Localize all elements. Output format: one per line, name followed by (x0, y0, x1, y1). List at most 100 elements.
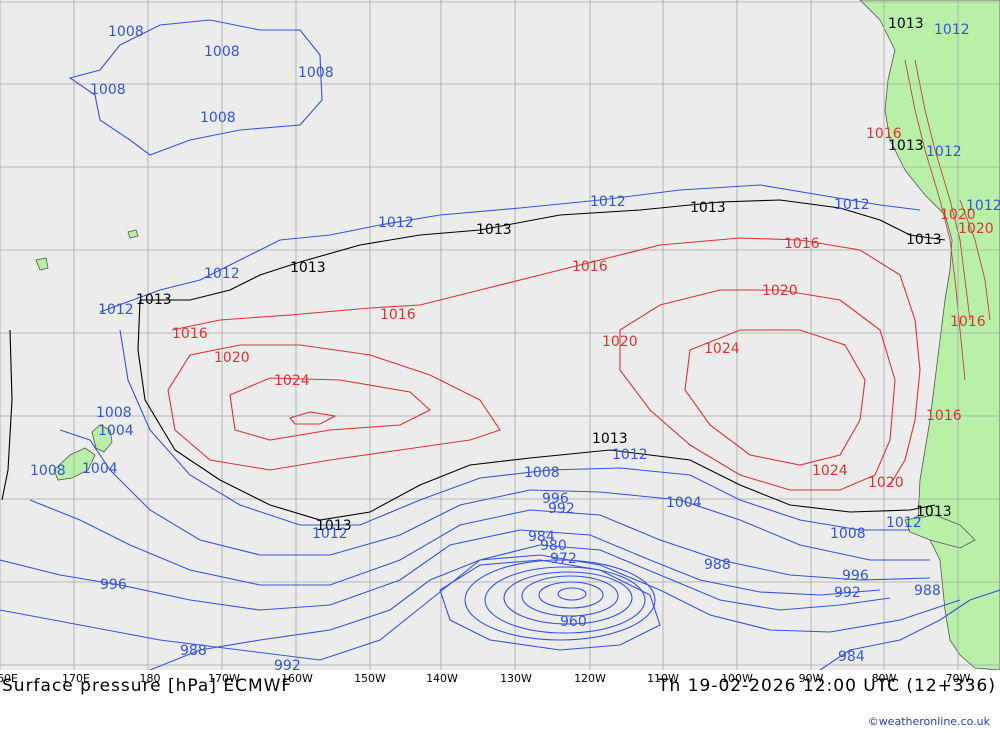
isobar-labels: 1008 1008 1008 1008 1008 1012 1012 1012 … (30, 16, 1000, 670)
label: 1016 (380, 307, 416, 323)
isobar-976 (484, 566, 646, 634)
lon-label: 110W (647, 672, 679, 685)
label: 1016 (866, 126, 902, 142)
isobar-1013-north (140, 199, 946, 301)
isobar-1024-center (289, 411, 337, 425)
new-zealand-north-island (91, 424, 113, 453)
isobar-992 (0, 544, 891, 661)
label: 1008 (96, 405, 132, 421)
lon-label: 160W (281, 672, 313, 685)
label: 1020 (602, 334, 638, 350)
isobar-984 (439, 559, 661, 651)
label: 1004 (666, 495, 702, 511)
isobar-968 (521, 575, 619, 617)
label: 1013 (888, 16, 924, 32)
south-america-landmass (859, 0, 1000, 670)
label: 1020 (214, 350, 250, 366)
isobar-988 (149, 554, 961, 670)
valid-time: Th 19-02-2026 12:00 UTC (12+336) (658, 676, 996, 696)
lon-label: 70W (945, 672, 971, 685)
label: 1020 (958, 221, 994, 237)
isobar-1024-east (684, 329, 866, 466)
isobar-972 (503, 571, 633, 625)
label: 1012 (590, 194, 626, 210)
label: 1020 (762, 283, 798, 299)
lon-label: 180 (139, 672, 161, 685)
label: 1008 (200, 110, 236, 126)
isobar-1013-west-edge (1, 329, 13, 501)
lon-label: 160E (0, 672, 18, 685)
label: 992 (274, 658, 301, 670)
label: 1012 (966, 198, 1000, 214)
isobar-1020-west (167, 344, 501, 471)
graticule (0, 0, 1000, 670)
label: 1012 (886, 515, 922, 531)
label: 1008 (90, 82, 126, 98)
isobar-1012-north (99, 184, 921, 313)
label: 1013 (476, 222, 512, 238)
label: 1012 (934, 22, 970, 38)
isobar-1013-south (137, 299, 936, 521)
andes-relief (904, 59, 991, 381)
lon-label: 80W (871, 672, 897, 685)
label: 1008 (108, 24, 144, 40)
lon-label: 170E (62, 672, 90, 685)
label: 1016 (950, 314, 986, 330)
label: 1024 (812, 463, 848, 479)
pressure-map: 1008 1008 1008 1008 1008 1012 1012 1012 … (0, 0, 1000, 670)
lon-label: 120W (574, 672, 606, 685)
label: 1013 (916, 504, 952, 520)
label: 1013 (290, 260, 326, 276)
credit-link[interactable]: ©weatheronline.co.uk (867, 715, 990, 728)
label: 988 (704, 557, 731, 573)
label: 1016 (172, 326, 208, 342)
land-layer (35, 0, 1000, 670)
isobar-1008-south (119, 329, 910, 531)
isobar-1008-north (68, 19, 323, 156)
lon-label: 130W (500, 672, 532, 685)
lon-label: 140W (426, 672, 458, 685)
label: 1016 (926, 408, 962, 424)
isobar-1016 (171, 237, 921, 486)
label: 1024 (704, 341, 740, 357)
label: 960 (560, 614, 587, 630)
new-zealand-south-island (53, 447, 96, 481)
isobars (0, 19, 1000, 670)
lon-label: 100W (721, 672, 753, 685)
isobar-1020-east (619, 289, 896, 491)
label: 1004 (82, 461, 118, 477)
label: 1013 (592, 431, 628, 447)
label: 1013 (690, 200, 726, 216)
isobar-1004 (59, 429, 930, 561)
label: 1012 (926, 144, 962, 160)
label: 992 (834, 585, 861, 601)
label: 980 (540, 538, 567, 554)
label: 1020 (940, 207, 976, 223)
lon-label: 170W (208, 672, 240, 685)
isobar-996 (0, 529, 881, 611)
label: 1020 (868, 475, 904, 491)
label: 1008 (298, 65, 334, 81)
label: 1012 (834, 197, 870, 213)
label: 972 (550, 551, 577, 567)
label: 984 (528, 529, 555, 545)
isobar-984-east (819, 589, 1000, 670)
label: 1013 (888, 138, 924, 154)
label: 996 (100, 577, 127, 593)
map-canvas: 1008 1008 1008 1008 1008 1012 1012 1012 … (0, 0, 1000, 670)
lon-label: 90W (798, 672, 824, 685)
label: 1013 (906, 232, 942, 248)
label: 988 (180, 643, 207, 659)
label: 1012 (312, 526, 348, 542)
tonga-islands (35, 257, 49, 271)
label: 1008 (524, 465, 560, 481)
label: 1012 (378, 215, 414, 231)
label: 992 (548, 501, 575, 517)
label: 1016 (572, 259, 608, 275)
label: 1008 (30, 463, 66, 479)
label: 1004 (98, 423, 134, 439)
label: 1008 (830, 526, 866, 542)
isobar-960 (557, 587, 587, 601)
fiji-islands (127, 229, 139, 239)
label: 988 (914, 583, 941, 599)
